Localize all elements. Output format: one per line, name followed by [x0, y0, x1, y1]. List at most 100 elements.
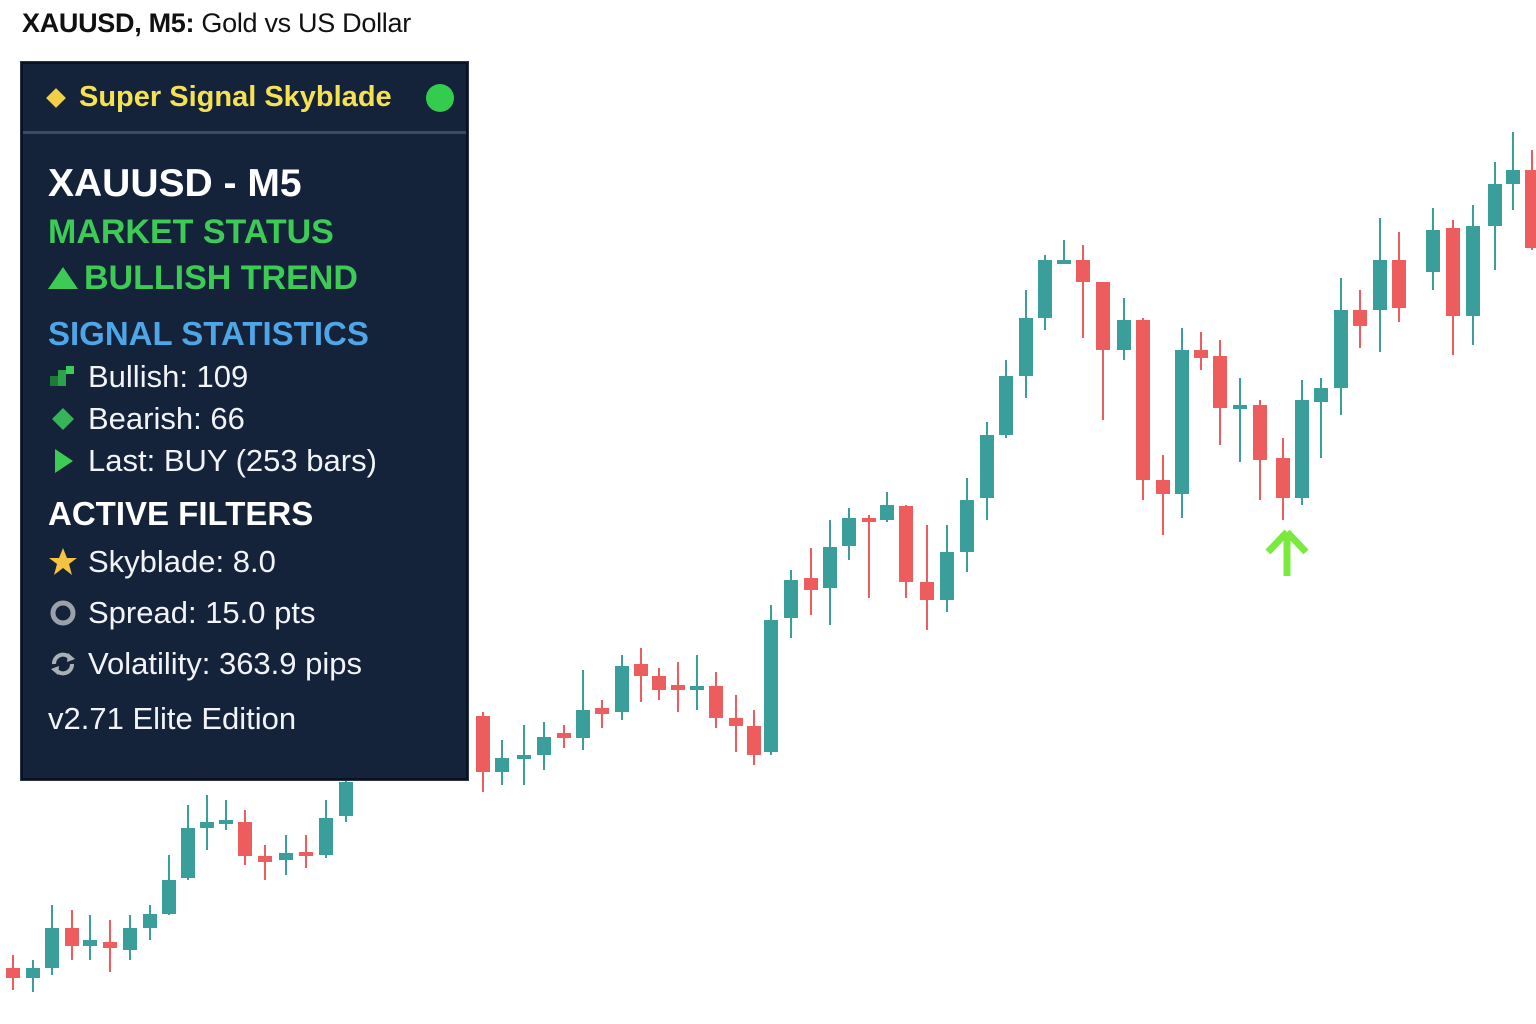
candle-body [1019, 318, 1033, 376]
candle [1466, 205, 1480, 345]
candle-body [123, 928, 137, 950]
candle-body [747, 726, 761, 755]
version-label: v2.71 Elite Edition [48, 701, 297, 736]
candle-body [557, 733, 571, 738]
spread-value: Spread: 15.0 pts [88, 594, 316, 630]
candle [862, 515, 876, 598]
diamond-icon [48, 404, 78, 434]
candle-body [1446, 228, 1460, 316]
candle [65, 910, 79, 960]
candle-body [862, 518, 876, 522]
filter-spread: Spread: 15.0 pts [48, 587, 466, 638]
candle-body [219, 820, 233, 824]
candle-body [729, 718, 743, 726]
candle [823, 520, 837, 625]
candle [576, 670, 590, 750]
candle-body [279, 853, 293, 860]
candle [1156, 455, 1170, 535]
candle [6, 955, 20, 990]
candle-body [1136, 320, 1150, 480]
refresh-icon [48, 649, 78, 679]
candle-body [1233, 405, 1247, 409]
candle [1506, 132, 1520, 210]
candle [1426, 208, 1440, 290]
triangle-up-icon [48, 267, 78, 289]
candle [729, 695, 743, 752]
candle [143, 905, 157, 940]
candle-body [26, 968, 40, 978]
candle [517, 725, 531, 785]
candle [1314, 378, 1328, 458]
candle [1253, 400, 1267, 500]
candle [652, 668, 666, 700]
candle [1525, 150, 1536, 250]
candle-body [103, 942, 117, 948]
chart-description: Gold vs US Dollar [201, 8, 411, 38]
candle [709, 672, 723, 728]
candle [940, 525, 954, 612]
candle-body [960, 500, 974, 552]
candle-body [880, 505, 894, 520]
candle [162, 855, 176, 915]
candle [764, 605, 778, 755]
candle-body [634, 664, 648, 676]
candle-body [200, 822, 214, 828]
buy-signal-arrow-icon [1265, 529, 1309, 576]
candle [842, 508, 856, 560]
status-indicator-dot [426, 83, 454, 112]
candle-body [764, 620, 778, 752]
star-icon [48, 547, 78, 577]
candle-body [143, 914, 157, 928]
candle [1334, 278, 1348, 415]
candle-body [517, 755, 531, 759]
indicator-panel[interactable]: Super Signal Skyblade XAUUSD - M5 MARKET… [21, 62, 468, 780]
candle [880, 492, 894, 522]
candle [103, 920, 117, 972]
candle-body [1525, 170, 1536, 248]
panel-body: XAUUSD - M5 MARKET STATUS BULLISH TREND … [23, 158, 466, 745]
candle-body [940, 552, 954, 600]
candle [1276, 438, 1290, 520]
candle [671, 662, 685, 712]
candle [495, 740, 509, 785]
stat-bearish: Bearish: 66 [48, 398, 466, 440]
candle-body [1373, 260, 1387, 310]
candle-body [980, 435, 994, 498]
candle [123, 915, 137, 960]
candle-body [823, 547, 837, 588]
candle [1117, 298, 1131, 360]
candle-body [999, 376, 1013, 435]
candle [319, 800, 333, 858]
candle [784, 570, 798, 638]
candle [1446, 220, 1460, 355]
candle [999, 360, 1013, 438]
candle [899, 505, 913, 598]
circle-icon [48, 598, 78, 628]
candle-body [1506, 170, 1520, 184]
candle-body [319, 818, 333, 855]
panel-header[interactable]: Super Signal Skyblade [23, 64, 466, 134]
candle-body [1038, 260, 1052, 318]
candle-body [784, 580, 798, 618]
candle [238, 810, 252, 865]
candle-body [671, 685, 685, 690]
candle-body [595, 708, 609, 714]
diamond-icon [46, 87, 66, 108]
candle-body [476, 716, 490, 772]
candle-body [299, 852, 313, 856]
candle [26, 960, 40, 992]
candle-body [1295, 400, 1309, 498]
candle [1295, 380, 1309, 505]
candle-body [238, 822, 252, 856]
trend-label: BULLISH TREND [84, 259, 358, 297]
candle [615, 655, 629, 720]
candle-body [1276, 458, 1290, 498]
candle [219, 800, 233, 830]
candle-body [690, 686, 704, 690]
candle [690, 655, 704, 710]
candle [258, 845, 272, 880]
signal-statistics-heading: SIGNAL STATISTICS [48, 315, 369, 352]
chart-title: XAUUSD, M5: Gold vs US Dollar [22, 8, 411, 39]
candle [1175, 328, 1189, 518]
